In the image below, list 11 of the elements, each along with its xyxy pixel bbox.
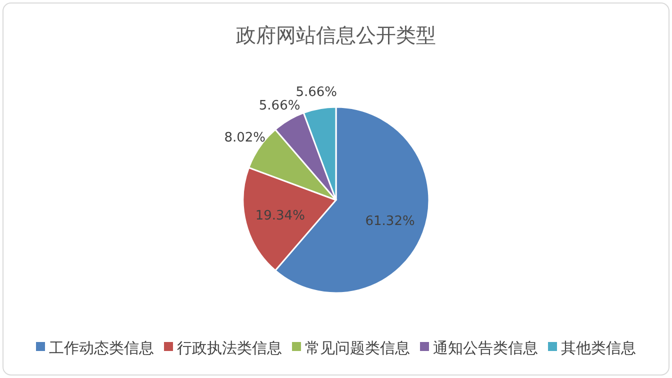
- legend-label: 行政执法类信息: [177, 339, 282, 357]
- legend-label: 常见问题类信息: [305, 339, 410, 357]
- legend-label: 工作动态类信息: [49, 339, 154, 357]
- legend-label: 通知公告类信息: [433, 339, 538, 357]
- data-label: 61.32%: [365, 214, 415, 230]
- data-label: 5.66%: [296, 84, 338, 100]
- data-label: 5.66%: [258, 98, 300, 114]
- legend-label: 其他类信息: [561, 339, 636, 357]
- chart-title: 政府网站信息公开类型: [236, 23, 436, 47]
- data-label: 19.34%: [255, 208, 305, 224]
- data-label: 8.02%: [224, 130, 266, 146]
